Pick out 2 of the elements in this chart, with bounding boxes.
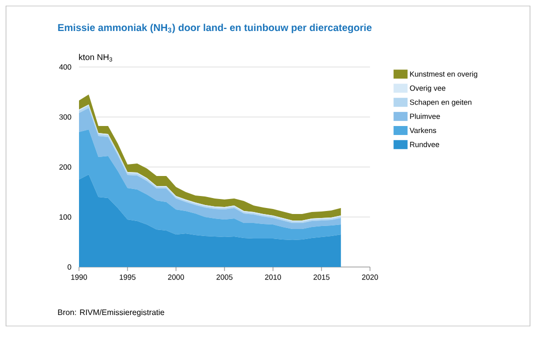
chart-title: Emissie ammoniak (NH$_{3}$) door land- en tuinbouw per diercategorie [58,24,372,34]
y-axis-title: kton NH$_{3}$ [79,54,112,62]
